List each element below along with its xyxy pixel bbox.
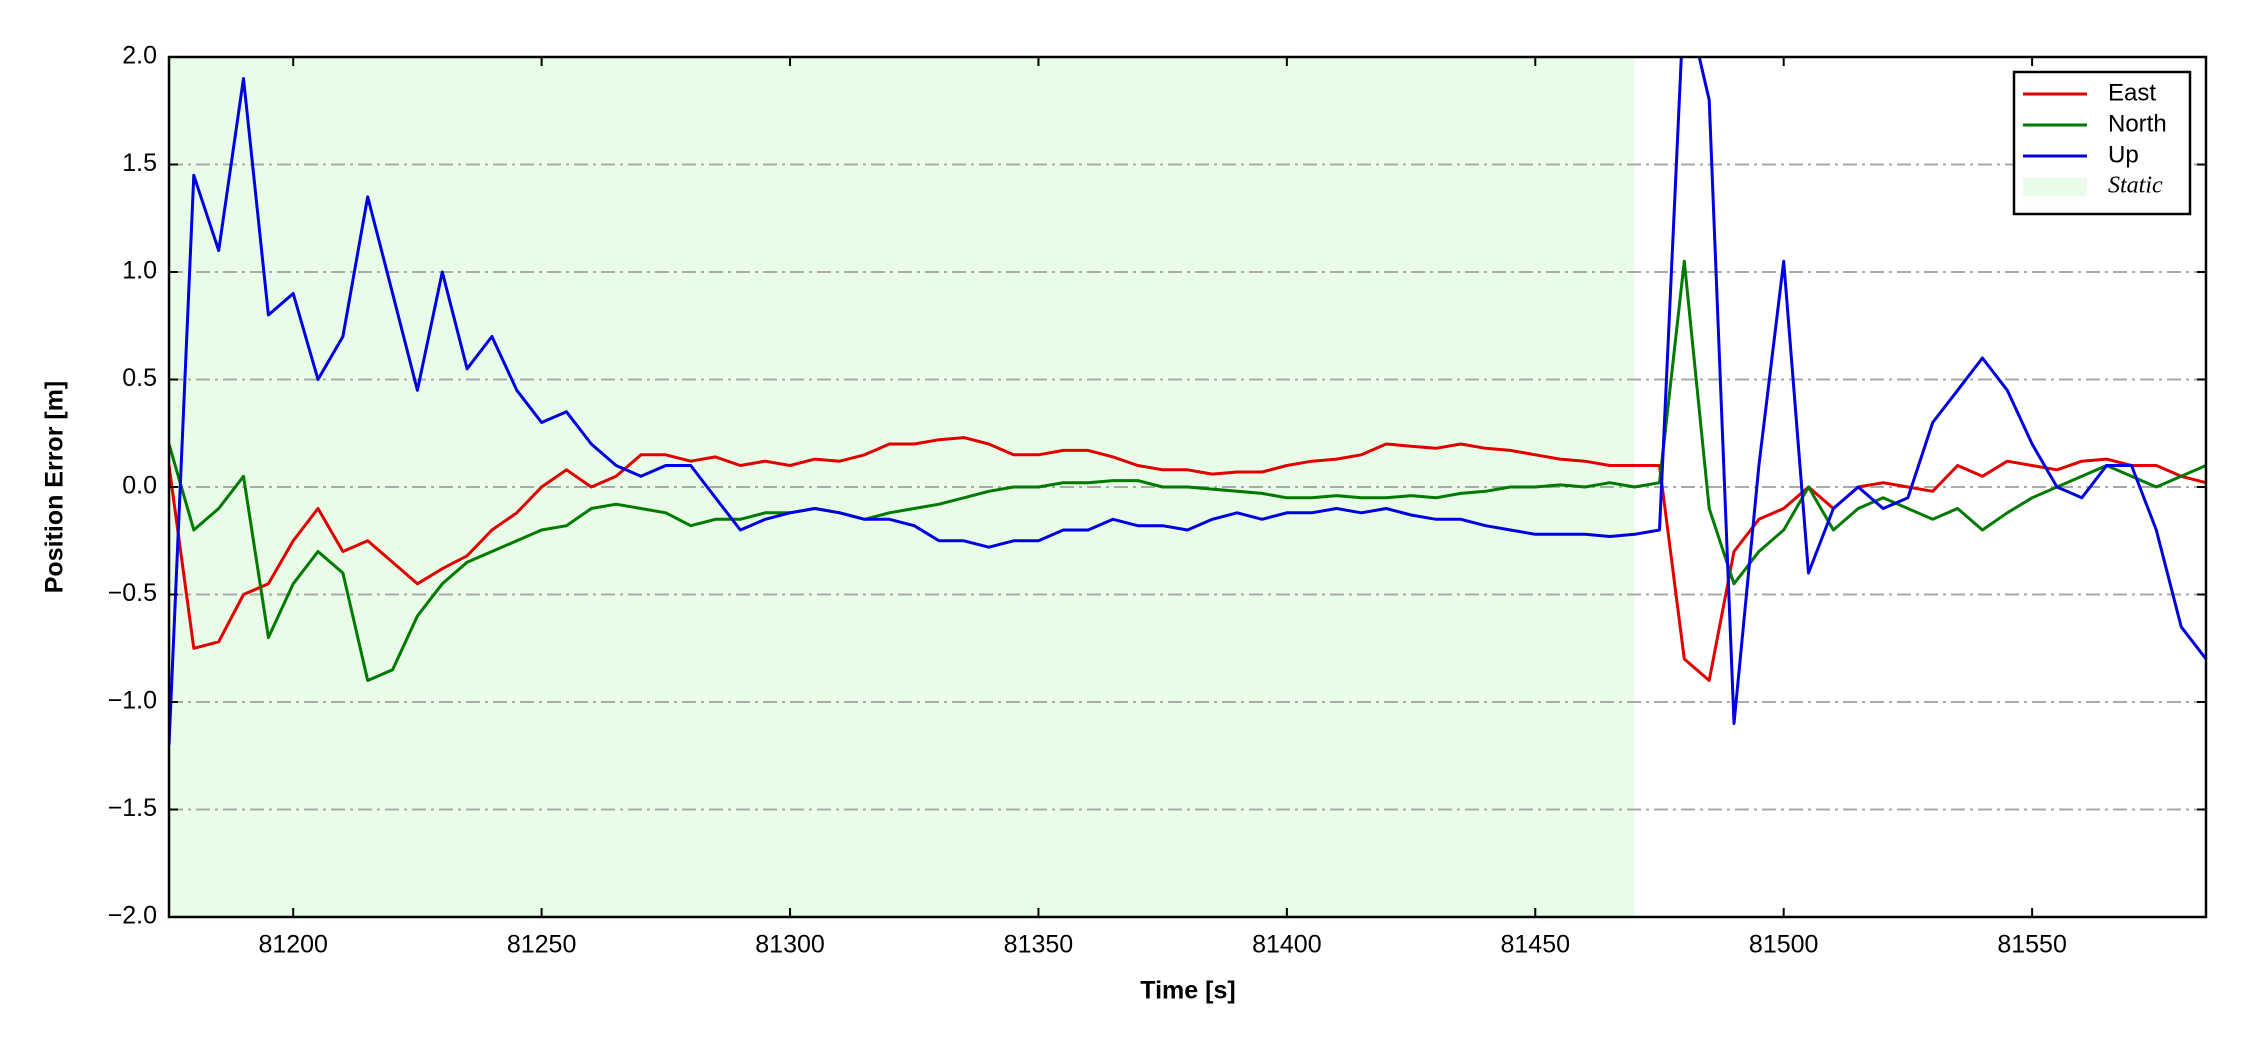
- x-tick-label: 81500: [1749, 931, 1819, 959]
- x-tick-label: 81200: [258, 931, 328, 959]
- x-tick-label: 81250: [507, 931, 577, 959]
- x-tick-label: 81550: [1997, 931, 2067, 959]
- y-tick-label: 1.0: [122, 257, 157, 285]
- x-tick-label: 81350: [1004, 931, 1074, 959]
- legend-label: North: [2108, 110, 2167, 137]
- legend: East North Up Static: [2012, 70, 2192, 216]
- series-line: [169, 436, 2206, 682]
- legend-label: Static: [2108, 173, 2163, 199]
- x-tick-label: 81400: [1252, 931, 1322, 959]
- y-tick-label: 2.0: [122, 42, 157, 70]
- y-tick-label: 0.0: [122, 472, 157, 500]
- y-tick-label: −0.5: [108, 579, 157, 607]
- y-tick-label: −2.0: [108, 902, 157, 930]
- y-tick-label: −1.0: [108, 687, 157, 715]
- y-tick-label: 0.5: [122, 364, 157, 392]
- plot-frame: [167, 55, 2208, 919]
- y-axis-label: Position Error [m]: [41, 381, 69, 594]
- legend-swatch: [2023, 178, 2087, 196]
- legend-label: Up: [2108, 141, 2139, 168]
- x-axis-label: Time [s]: [1140, 977, 1235, 1005]
- x-tick-label: 81300: [755, 931, 825, 959]
- lines-layer: [169, 57, 2206, 746]
- series-line: [169, 259, 2206, 682]
- axes-layer: −2.0 −1.5 −1.0 −0.5 0.0 0.5 1.0 1.5 2.0 81200 8125…: [108, 42, 2208, 959]
- series-line: [169, 57, 2206, 746]
- y-tick-label: −1.5: [108, 794, 157, 822]
- legend-label: East: [2108, 79, 2156, 106]
- x-tick-label: 81450: [1501, 931, 1571, 959]
- y-tick-label: 1.5: [122, 149, 157, 177]
